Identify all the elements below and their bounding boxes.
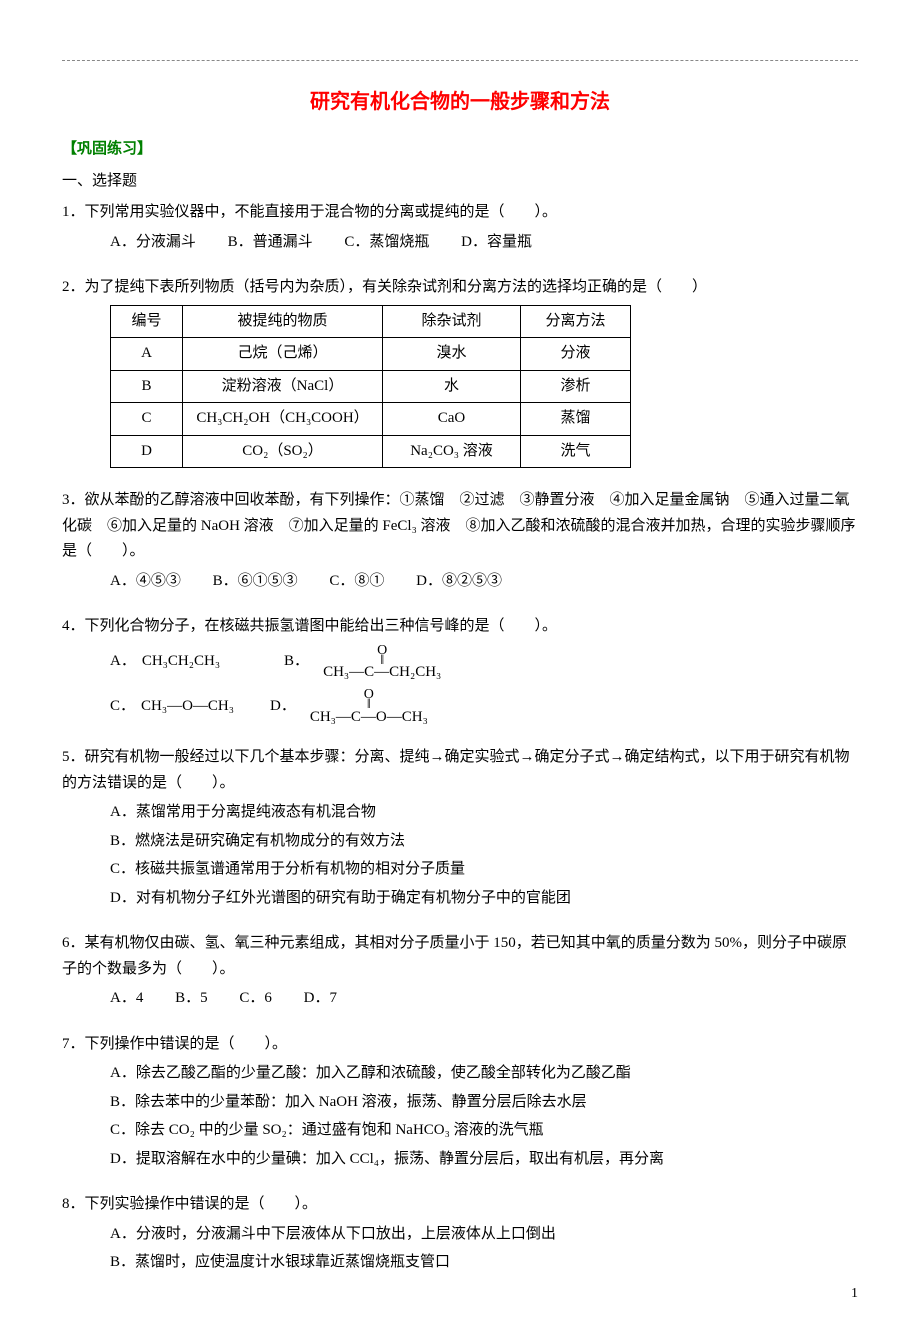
subsection-heading: 一、选择题 xyxy=(62,169,858,195)
question-6-options: A．4 B．5 C．6 D．7 xyxy=(62,986,858,1012)
th-reagent: 除杂试剂 xyxy=(383,305,521,338)
q4-d-structure: O ‖ CH₃—C—O—CH₃ xyxy=(310,688,428,725)
q4-b-main: CH₃—C—CH₂CH₃ xyxy=(323,665,441,680)
th-method: 分离方法 xyxy=(521,305,631,338)
table-header-row: 编号 被提纯的物质 除杂试剂 分离方法 xyxy=(111,305,631,338)
question-3-text: 3．欲从苯酚的乙醇溶液中回收苯酚，有下列操作：①蒸馏 ②过滤 ③静置分液 ④加入… xyxy=(62,488,858,565)
q5-option-a: A．蒸馏常用于分离提纯液态有机混合物 xyxy=(62,800,858,826)
cell: 洗气 xyxy=(521,435,631,468)
q3-option-d: D．⑧②⑤③ xyxy=(416,573,502,589)
question-2-text: 2．为了提纯下表所列物质（括号内为杂质），有关除杂试剂和分离方法的选择均正确的是… xyxy=(62,275,858,301)
q4-row-cd: C． CH₃—O—CH₃ D． O ‖ CH₃—C—O—CH₃ xyxy=(62,688,858,725)
section-label: 【巩固练习】 xyxy=(62,137,858,163)
q3-option-b: B．⑥①⑤③ xyxy=(213,573,298,589)
q1-option-a: A．分液漏斗 xyxy=(110,234,196,250)
th-id: 编号 xyxy=(111,305,183,338)
q4-a-formula: CH₃CH₂CH₃ xyxy=(142,649,220,675)
question-4: 4．下列化合物分子，在核磁共振氢谱图中能给出三种信号峰的是（ ）。 A． CH₃… xyxy=(62,614,858,725)
q4-b-structure: O ‖ CH₃—C—CH₂CH₃ xyxy=(323,644,441,681)
q7-option-a: A．除去乙酸乙酯的少量乙酸：加入乙醇和浓硫酸，使乙酸全部转化为乙酸乙酯 xyxy=(62,1061,858,1087)
question-3-options: A．④⑤③ B．⑥①⑤③ C．⑧① D．⑧②⑤③ xyxy=(62,569,858,595)
cell: A xyxy=(111,338,183,371)
question-6: 6．某有机物仅由碳、氢、氧三种元素组成，其相对分子质量小于 150，若已知其中氧… xyxy=(62,931,858,1012)
question-1-options: A．分液漏斗 B．普通漏斗 C．蒸馏烧瓶 D．容量瓶 xyxy=(62,230,858,256)
page-number: 1 xyxy=(851,1282,858,1306)
cell: Na₂CO₃ 溶液 xyxy=(383,435,521,468)
cell: CH₃CH₂OH（CH₃COOH） xyxy=(183,403,383,436)
q5-option-c: C．核磁共振氢谱通常用于分析有机物的相对分子质量 xyxy=(62,857,858,883)
question-2: 2．为了提纯下表所列物质（括号内为杂质），有关除杂试剂和分离方法的选择均正确的是… xyxy=(62,275,858,468)
question-6-text: 6．某有机物仅由碳、氢、氧三种元素组成，其相对分子质量小于 150，若已知其中氧… xyxy=(62,931,858,982)
cell: 水 xyxy=(383,370,521,403)
question-8: 8．下列实验操作中错误的是（ ）。 A．分液时，分液漏斗中下层液体从下口放出，上… xyxy=(62,1192,858,1276)
cell: C xyxy=(111,403,183,436)
q7-option-d: D．提取溶解在水中的少量碘：加入 CCl₄，振荡、静置分层后，取出有机层，再分离 xyxy=(62,1147,858,1173)
cell: B xyxy=(111,370,183,403)
q3-option-c: C．⑧① xyxy=(329,573,384,589)
purify-table: 编号 被提纯的物质 除杂试剂 分离方法 A 己烷（己烯） 溴水 分液 B 淀粉溶… xyxy=(110,305,631,469)
cell: 己烷（己烯） xyxy=(183,338,383,371)
cell: 淀粉溶液（NaCl） xyxy=(183,370,383,403)
cell: 分液 xyxy=(521,338,631,371)
question-1-text: 1．下列常用实验仪器中，不能直接用于混合物的分离或提纯的是（ ）。 xyxy=(62,200,858,226)
q1-option-b: B．普通漏斗 xyxy=(228,234,313,250)
table-row: C CH₃CH₂OH（CH₃COOH） CaO 蒸馏 xyxy=(111,403,631,436)
question-3: 3．欲从苯酚的乙醇溶液中回收苯酚，有下列操作：①蒸馏 ②过滤 ③静置分液 ④加入… xyxy=(62,488,858,594)
cell: 渗析 xyxy=(521,370,631,403)
table-row: B 淀粉溶液（NaCl） 水 渗析 xyxy=(111,370,631,403)
q4-b-label: B． xyxy=(284,649,309,675)
cell: CO₂（SO₂） xyxy=(183,435,383,468)
table-row: A 己烷（己烯） 溴水 分液 xyxy=(111,338,631,371)
question-5: 5．研究有机物一般经过以下几个基本步骤：分离、提纯→确定实验式→确定分子式→确定… xyxy=(62,745,858,911)
q1-option-c: C．蒸馏烧瓶 xyxy=(344,234,429,250)
q5-option-d: D．对有机物分子红外光谱图的研究有助于确定有机物分子中的官能团 xyxy=(62,886,858,912)
q8-option-a: A．分液时，分液漏斗中下层液体从下口放出，上层液体从上口倒出 xyxy=(62,1222,858,1248)
q8-option-b: B．蒸馏时，应使温度计水银球靠近蒸馏烧瓶支管口 xyxy=(62,1250,858,1276)
table-row: D CO₂（SO₂） Na₂CO₃ 溶液 洗气 xyxy=(111,435,631,468)
q7-option-b: B．除去苯中的少量苯酚：加入 NaOH 溶液，振荡、静置分层后除去水层 xyxy=(62,1090,858,1116)
q3-option-a: A．④⑤③ xyxy=(110,573,181,589)
q6-option-a: A．4 xyxy=(110,990,143,1006)
q5-option-b: B．燃烧法是研究确定有机物成分的有效方法 xyxy=(62,829,858,855)
page-top-divider xyxy=(62,60,858,61)
q6-option-c: C．6 xyxy=(239,990,272,1006)
q4-row-ab: A． CH₃CH₂CH₃ B． O ‖ CH₃—C—CH₂CH₃ xyxy=(62,644,858,681)
question-4-text: 4．下列化合物分子，在核磁共振氢谱图中能给出三种信号峰的是（ ）。 xyxy=(62,614,858,640)
question-7: 7．下列操作中错误的是（ ）。 A．除去乙酸乙酯的少量乙酸：加入乙醇和浓硫酸，使… xyxy=(62,1032,858,1173)
q4-c-label: C． xyxy=(110,694,135,720)
cell: D xyxy=(111,435,183,468)
question-5-text: 5．研究有机物一般经过以下几个基本步骤：分离、提纯→确定实验式→确定分子式→确定… xyxy=(62,745,858,796)
q4-d-main: CH₃—C—O—CH₃ xyxy=(310,710,428,725)
q7-option-c: C．除去 CO₂ 中的少量 SO₂：通过盛有饱和 NaHCO₃ 溶液的洗气瓶 xyxy=(62,1118,858,1144)
cell: 蒸馏 xyxy=(521,403,631,436)
cell: 溴水 xyxy=(383,338,521,371)
q4-c-formula: CH₃—O—CH₃ xyxy=(141,694,234,720)
th-substance: 被提纯的物质 xyxy=(183,305,383,338)
q6-option-b: B．5 xyxy=(175,990,208,1006)
cell: CaO xyxy=(383,403,521,436)
question-7-text: 7．下列操作中错误的是（ ）。 xyxy=(62,1032,858,1058)
document-title: 研究有机化合物的一般步骤和方法 xyxy=(62,85,858,119)
q6-option-d: D．7 xyxy=(304,990,337,1006)
q4-d-label: D． xyxy=(270,694,296,720)
question-8-text: 8．下列实验操作中错误的是（ ）。 xyxy=(62,1192,858,1218)
q1-option-d: D．容量瓶 xyxy=(461,234,532,250)
q4-a-label: A． xyxy=(110,649,136,675)
question-1: 1．下列常用实验仪器中，不能直接用于混合物的分离或提纯的是（ ）。 A．分液漏斗… xyxy=(62,200,858,255)
